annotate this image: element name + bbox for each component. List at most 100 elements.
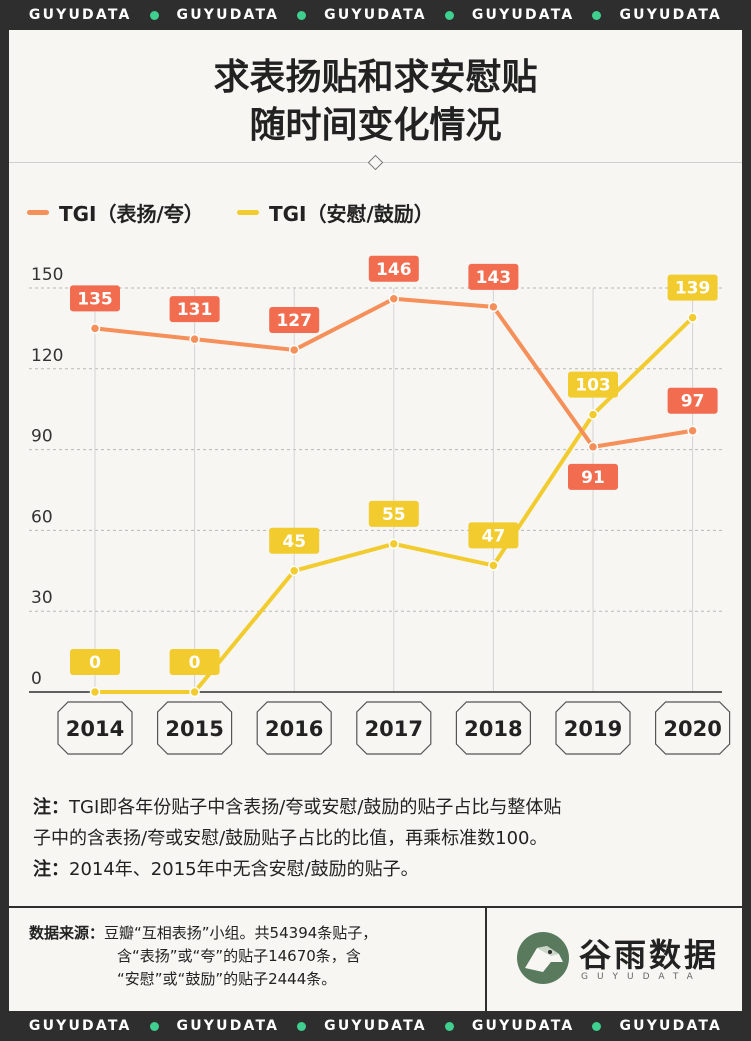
data-label-bg-0 xyxy=(70,285,120,312)
data-point-1 xyxy=(687,312,698,323)
y-tick-label: 150 xyxy=(31,265,63,285)
data-label-1: 139 xyxy=(675,279,711,299)
note-prefix: 注： xyxy=(33,859,69,880)
data-label-bg-1 xyxy=(269,527,320,554)
dot-icon xyxy=(149,1021,159,1031)
footer-divider xyxy=(9,906,742,908)
legend-label-comfort: TGI（安慰/鼓励） xyxy=(269,202,434,226)
data-label-0: 91 xyxy=(581,468,605,488)
dot-icon xyxy=(592,1021,602,1031)
data-point-1 xyxy=(288,565,300,577)
dot-icon xyxy=(444,10,454,20)
x-tick-label: 2014 xyxy=(66,717,124,741)
data-label-bg-0 xyxy=(667,387,718,414)
brand-text: GUYUDATA xyxy=(471,7,575,23)
note-1-cont: 子中的含表扬/夸或安慰/鼓励贴子占比的比值，再乘标准数100。 xyxy=(33,828,548,849)
data-label-bg-0 xyxy=(468,263,519,290)
data-point-0 xyxy=(189,333,200,345)
data-label-0: 131 xyxy=(177,300,213,320)
top-brand-strip: GUYUDATA GUYUDATA GUYUDATA GUYUDATA GUYU… xyxy=(0,0,751,30)
data-point-1 xyxy=(388,538,400,550)
data-point-1 xyxy=(488,560,499,571)
x-tick-badge xyxy=(256,701,332,755)
data-point-1 xyxy=(189,686,200,698)
brand-logo: 谷雨数据 GUYUDATA xyxy=(517,928,727,988)
dot-icon xyxy=(444,1021,454,1031)
dot-icon xyxy=(297,1021,307,1031)
legend-swatch-comfort xyxy=(237,210,259,215)
y-tick-label: 90 xyxy=(31,427,53,447)
brand-text: GUYUDATA xyxy=(176,7,280,23)
y-tick-label: 30 xyxy=(31,588,53,608)
x-tick-badge xyxy=(455,701,532,755)
data-label-bg-0 xyxy=(368,255,419,282)
data-label-1: 45 xyxy=(282,532,306,552)
x-tick-badge xyxy=(555,701,631,755)
data-label-0: 146 xyxy=(376,260,412,280)
source-line-2: 含“表扬”或“夸”的贴子14670条，含 xyxy=(117,947,361,965)
x-tick-label: 2019 xyxy=(564,717,622,741)
note-2-text: 2014年、2015年中无含安慰/鼓励的贴子。 xyxy=(69,859,419,880)
dot-icon xyxy=(297,10,307,20)
data-point-0 xyxy=(488,301,499,313)
dot-icon xyxy=(149,10,159,20)
dot-icon xyxy=(592,10,602,20)
legend-item-comfort: TGI（安慰/鼓励） xyxy=(237,198,434,227)
brand-text: GUYUDATA xyxy=(324,1018,427,1034)
data-point-0 xyxy=(388,293,400,305)
note-2: 注：2014年、2015年中无含安慰/鼓励的贴子。 xyxy=(33,854,723,885)
data-label-bg-0 xyxy=(568,463,618,490)
data-label-1: 103 xyxy=(575,376,611,396)
note-1-text-a: TGI即各年份贴子中含表扬/夸或安慰/鼓励的贴子占比与整体贴 xyxy=(69,797,562,818)
x-tick-badge xyxy=(157,701,233,755)
chart-title: 求表扬贴和求安慰贴 随时间变化情况 xyxy=(9,54,742,150)
source-line-1: 数据来源：豆瓣“互相表扬”小组。共54394条贴子， xyxy=(29,922,479,945)
data-label-0: 143 xyxy=(476,268,512,288)
x-tick-label: 2018 xyxy=(464,717,522,741)
footer-vertical-divider xyxy=(485,908,487,1011)
note-prefix: 注： xyxy=(33,797,69,818)
source-text-1: 豆瓣“互相表扬”小组。共54394条贴子， xyxy=(104,924,378,942)
brand-text: GUYUDATA xyxy=(619,7,723,23)
bird-logo-icon xyxy=(517,932,569,984)
data-point-0 xyxy=(89,323,101,334)
x-tick-badge xyxy=(654,701,731,755)
infographic-card: 求表扬贴和求安慰贴 随时间变化情况 TGI（表扬/夸） TGI（安慰/鼓励） 0… xyxy=(9,30,742,1011)
data-label-1: 47 xyxy=(482,526,506,546)
data-label-bg-1 xyxy=(667,274,718,301)
data-label-bg-0 xyxy=(169,296,220,323)
title-line-1: 求表扬贴和求安慰贴 xyxy=(213,57,538,98)
data-label-bg-1 xyxy=(368,500,419,527)
data-label-bg-1 xyxy=(468,522,519,549)
data-label-0: 135 xyxy=(77,289,113,309)
title-line-2: 随时间变化情况 xyxy=(249,105,502,146)
data-point-0 xyxy=(587,441,599,453)
brand-text: GUYUDATA xyxy=(28,1018,132,1034)
logo-name: 谷雨数据 xyxy=(579,936,720,974)
data-label-0: 127 xyxy=(276,311,312,331)
x-tick-label: 2017 xyxy=(365,717,423,741)
data-label-bg-1 xyxy=(169,649,220,675)
data-label-bg-0 xyxy=(269,306,320,333)
brand-text: GUYUDATA xyxy=(28,7,132,23)
brand-text: GUYUDATA xyxy=(619,1018,723,1034)
data-label-1: 55 xyxy=(382,505,406,525)
notes: 注：TGI即各年份贴子中含表扬/夸或安慰/鼓励的贴子占比与整体贴 子中的含表扬/… xyxy=(33,792,723,885)
source-line-3: “安慰”或“鼓励”的贴子2444条。 xyxy=(117,970,337,988)
brand-text: GUYUDATA xyxy=(324,7,427,23)
data-source: 数据来源：豆瓣“互相表扬”小组。共54394条贴子， 含“表扬”或“夸”的贴子1… xyxy=(29,922,479,991)
data-label-bg-1 xyxy=(568,371,618,398)
y-tick-label: 60 xyxy=(31,507,53,527)
x-tick-label: 2015 xyxy=(165,717,223,741)
source-label: 数据来源： xyxy=(29,924,105,942)
x-tick-badge xyxy=(57,701,133,755)
data-point-1 xyxy=(89,686,101,698)
x-tick-badge xyxy=(356,701,432,755)
line-chart: 0 30 60 90 120 150 2014 2015 2016 2017 2018 2019 202… xyxy=(29,255,731,755)
data-label-0: 97 xyxy=(681,392,705,412)
data-point-0 xyxy=(288,344,300,356)
x-tick-label: 2020 xyxy=(663,717,721,741)
legend-label-praise: TGI（表扬/夸） xyxy=(59,202,204,226)
data-point-1 xyxy=(587,409,599,420)
note-1: 注：TGI即各年份贴子中含表扬/夸或安慰/鼓励的贴子占比与整体贴 xyxy=(33,792,723,823)
